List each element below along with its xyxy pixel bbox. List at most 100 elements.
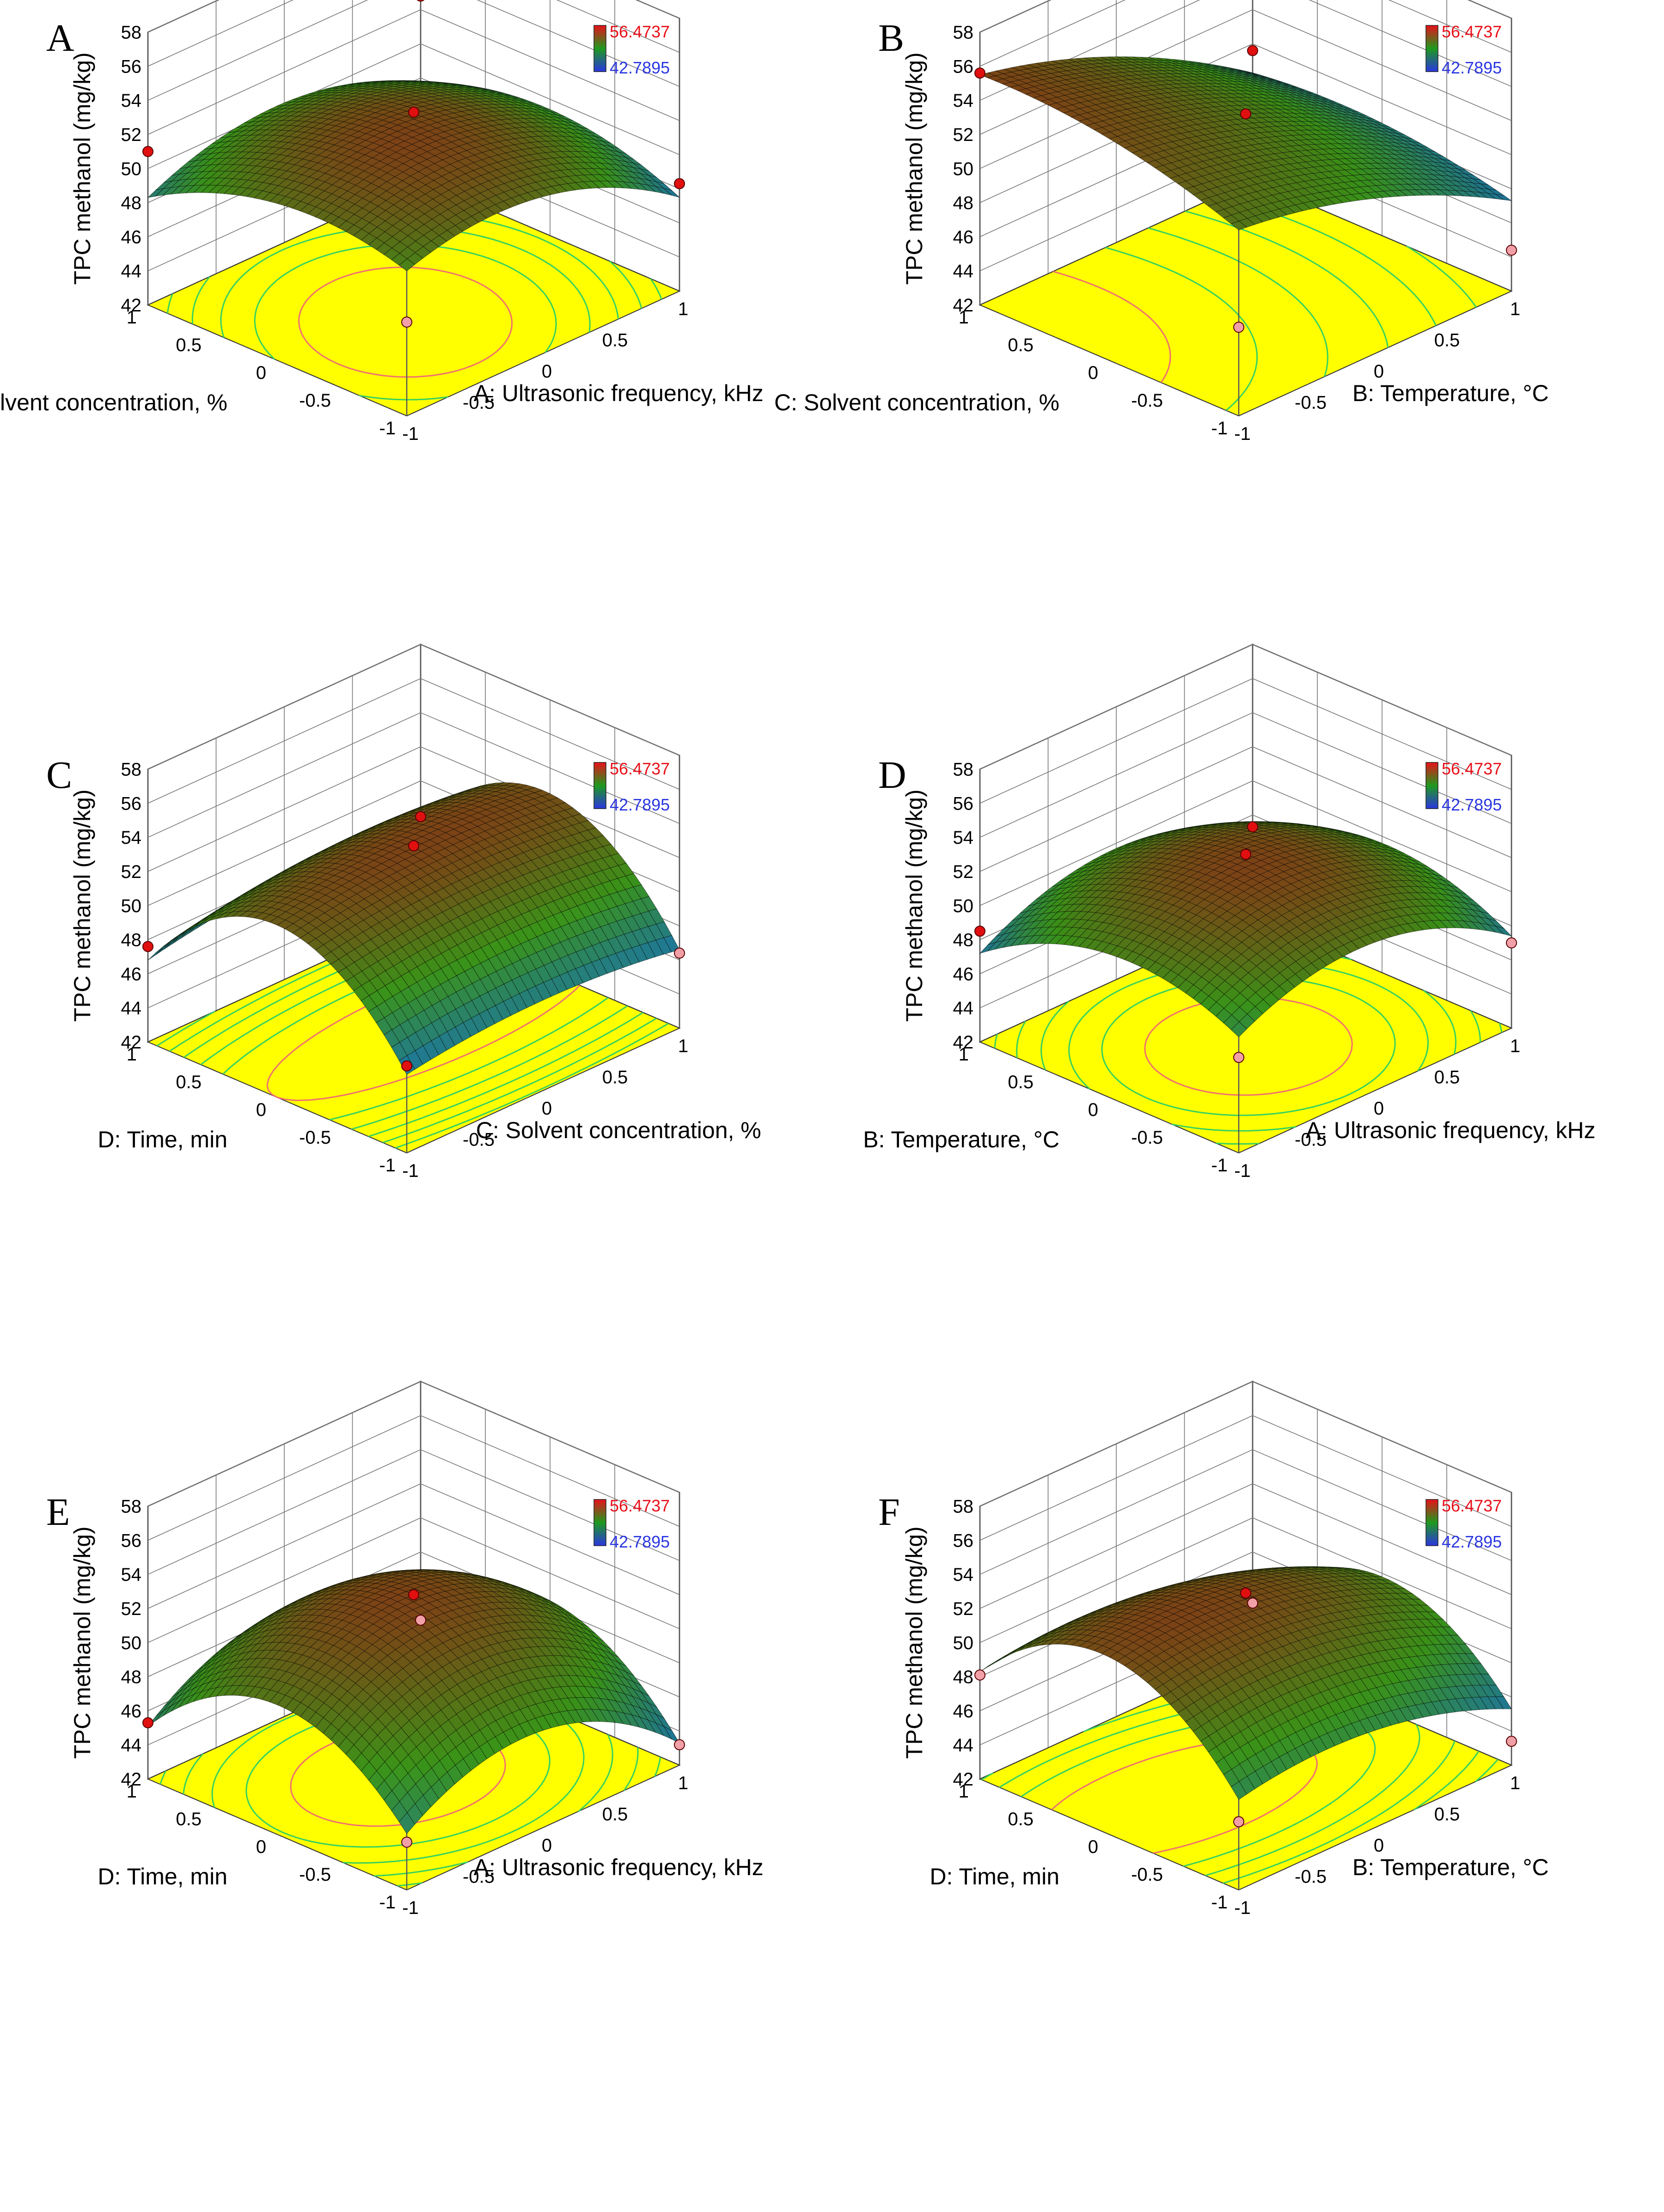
- y-tick-label: -1: [379, 1155, 396, 1176]
- z-tick-label: 58: [953, 760, 974, 780]
- legend-low-label: 42.7895: [610, 795, 670, 814]
- y-tick-label: 1: [959, 1044, 969, 1065]
- design-point-0: [1233, 322, 1244, 333]
- z-tick-label: 50: [121, 896, 142, 916]
- legend-high-label: 56.4737: [610, 759, 670, 778]
- design-point-1: [1247, 821, 1258, 833]
- legend-low-label: 42.7895: [1442, 58, 1502, 77]
- design-point-3: [674, 178, 685, 189]
- z-tick-label: 44: [953, 261, 974, 281]
- panel-letter-b: B: [878, 17, 904, 60]
- surface-cell: [164, 937, 180, 950]
- z-tick-label: 46: [953, 227, 974, 247]
- z-tick-label: 52: [953, 862, 974, 882]
- design-point-1: [416, 0, 425, 2]
- y-tick-label: 0.5: [176, 335, 202, 355]
- x-axis-title: A: Ultrasonic frequency, kHz: [1306, 1117, 1596, 1143]
- wall-gridline: [147, 9, 680, 135]
- design-point-2: [142, 941, 153, 952]
- x-axis-title: B: Temperature, °C: [1352, 380, 1549, 406]
- contour-line: [1185, 210, 1389, 348]
- surface-cell: [156, 942, 172, 955]
- x-tick-label: 1: [678, 299, 688, 319]
- design-point-2: [974, 926, 985, 937]
- x-tick-label: -1: [1234, 1161, 1251, 1181]
- z-tick-label: 50: [953, 896, 974, 916]
- y-tick-label: -0.5: [1131, 390, 1163, 411]
- design-point-1: [415, 811, 426, 823]
- z-tick-label: 42: [121, 295, 142, 316]
- color-legend-bar: [1425, 762, 1438, 809]
- z-tick-label: 54: [953, 828, 974, 848]
- panel-letter-e: E: [46, 1491, 70, 1534]
- design-point-3: [674, 947, 685, 959]
- contour-line: [1148, 227, 1328, 377]
- legend-low-label: 42.7895: [1442, 795, 1502, 814]
- y-tick-label: 1: [959, 307, 969, 328]
- x-tick-label: -0.5: [1295, 393, 1327, 413]
- y-tick-label: 0.5: [176, 1072, 202, 1092]
- z-tick-label: 54: [953, 91, 974, 111]
- legend-high-label: 56.4737: [610, 22, 670, 41]
- wall-gridline: [979, 644, 1512, 770]
- y-tick-label: 0: [256, 363, 266, 383]
- surface-cell: [398, 258, 416, 272]
- x-tick-label: 1: [1510, 1036, 1520, 1056]
- z-tick-label: 58: [121, 760, 142, 780]
- y-tick-label: -0.5: [299, 1127, 331, 1148]
- z-tick-label: 56: [121, 793, 142, 814]
- z-axis-title: TPC methanol (mg/kg): [69, 52, 95, 285]
- x-tick-label: 0: [1374, 1098, 1384, 1119]
- y-tick-label: -0.5: [299, 390, 331, 411]
- y-tick-label: -1: [379, 418, 396, 439]
- design-point-4: [408, 840, 419, 852]
- z-tick-label: 54: [121, 91, 142, 111]
- z-tick-label: 52: [121, 862, 142, 882]
- x-tick-label: 1: [678, 1036, 688, 1056]
- contour-line: [254, 244, 557, 401]
- design-point-1: [1247, 45, 1258, 56]
- z-tick-label: 46: [953, 964, 974, 984]
- z-tick-label: 46: [121, 227, 142, 247]
- legend-low-label: 42.7895: [610, 58, 670, 77]
- wall-gridline: [147, 1381, 680, 1507]
- contour-line: [1052, 271, 1171, 383]
- x-tick-label: 0: [1374, 361, 1384, 382]
- wall-gridline: [147, 644, 680, 770]
- x-tick-label: 0: [542, 1098, 552, 1119]
- z-axis-title: TPC methanol (mg/kg): [901, 789, 927, 1022]
- design-point-3: [1506, 937, 1517, 949]
- design-point-3: [1506, 244, 1517, 256]
- y-tick-label: 0: [1088, 363, 1098, 383]
- contour-line: [298, 266, 513, 378]
- wall-gridline: [979, 43, 1512, 169]
- z-axis-title: TPC methanol (mg/kg): [901, 52, 927, 285]
- z-tick-label: 48: [121, 193, 142, 213]
- wall-gridline: [979, 0, 1512, 67]
- x-axis-title: A: Ultrasonic frequency, kHz: [474, 380, 764, 406]
- z-tick-label: 46: [121, 964, 142, 984]
- y-tick-label: 0: [256, 1100, 266, 1120]
- design-point-4: [408, 106, 419, 118]
- z-axis-title: TPC methanol (mg/kg): [69, 789, 95, 1022]
- y-axis-title: C: Solvent concentration, %: [0, 390, 227, 415]
- color-legend-bar: [1425, 25, 1438, 72]
- y-tick-label: 0: [1088, 1100, 1098, 1120]
- y-tick-label: -1: [1211, 418, 1228, 439]
- wall-gridline: [147, 0, 680, 101]
- design-point-4: [1240, 848, 1251, 860]
- z-tick-label: 44: [953, 998, 974, 1018]
- design-point-4: [1240, 108, 1251, 120]
- design-point-0: [401, 317, 412, 328]
- z-tick-label: 48: [953, 930, 974, 951]
- x-tick-label: 0.5: [1434, 330, 1460, 351]
- x-tick-label: -1: [1234, 424, 1251, 444]
- y-axis-title: B: Temperature, °C: [863, 1127, 1059, 1152]
- color-legend-bar: [593, 762, 606, 809]
- legend-high-label: 56.4737: [1442, 759, 1502, 778]
